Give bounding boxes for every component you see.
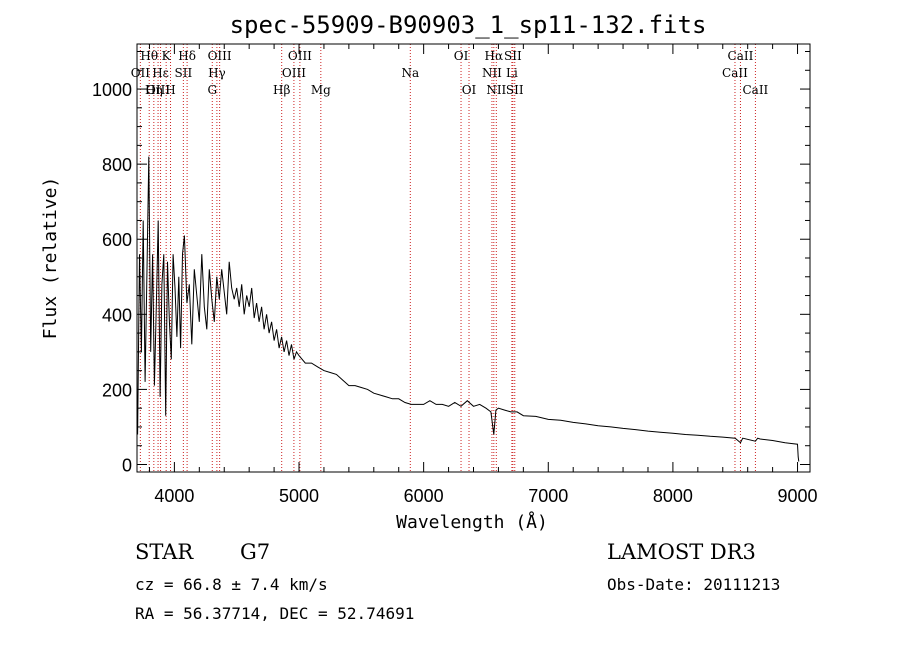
x-axis-label: Wavelength (Å)	[396, 511, 548, 533]
spectral-line-label: OIII	[146, 83, 170, 97]
object-class: STAR	[135, 540, 194, 564]
y-tick-label: 200	[102, 380, 132, 400]
spectral-line-label: K	[162, 49, 172, 63]
survey-name: LAMOST DR3	[607, 540, 756, 564]
x-tick-label: 4000	[154, 486, 194, 506]
x-tick-label: 9000	[778, 486, 818, 506]
y-axis-ticks: 0 200 400 600 800 1000	[92, 51, 810, 475]
spectral-line-label: Na	[401, 66, 419, 80]
observation-date: Obs-Date: 20111213	[607, 575, 780, 594]
spectrum-line	[137, 156, 800, 462]
spectral-line-label: OI	[462, 83, 477, 97]
y-tick-label: 600	[102, 230, 132, 250]
spectral-line-label: SII	[175, 66, 193, 80]
coordinates-info: RA = 56.37714, DEC = 52.74691	[135, 604, 414, 623]
y-tick-label: 800	[102, 155, 132, 175]
y-tick-label: 1000	[92, 80, 132, 100]
x-tick-label: 7000	[528, 486, 568, 506]
spectral-line-label: CaII	[742, 83, 768, 97]
spectral-line-label: CaII	[722, 66, 748, 80]
spectral-line-markers	[139, 44, 756, 472]
spectral-line-label: SII	[506, 83, 524, 97]
plot-frame	[136, 43, 811, 473]
spectral-line-label: CaII	[728, 49, 754, 63]
redshift-info: cz = 66.8 ± 7.4 km/s	[135, 575, 328, 594]
spectral-line-label: OIII	[208, 49, 232, 63]
spectral-line-label: G	[207, 83, 217, 97]
spectral-line-label: OII	[131, 66, 151, 80]
x-tick-label: 5000	[279, 486, 319, 506]
spectral-line-label: SII	[504, 49, 522, 63]
spectral-line-label: Li	[506, 66, 518, 80]
spectral-line-label: OI	[454, 49, 469, 63]
x-tick-label: 6000	[404, 486, 444, 506]
y-tick-label: 400	[102, 305, 132, 325]
spectral-line-label: Hθ	[140, 49, 158, 63]
spectral-line-label: Hη	[145, 83, 163, 97]
spectral-line-label: Hε	[152, 66, 169, 80]
spectral-line-label: NII	[486, 83, 506, 97]
spectral-line-label: Hβ	[273, 83, 290, 97]
x-tick-label: 8000	[653, 486, 693, 506]
spectral-line-label: Hα	[485, 49, 504, 63]
x-axis-ticks: 4000 5000 6000 7000 8000 9000	[148, 44, 818, 506]
spectral-line-label: OIII	[288, 49, 312, 63]
spectral-line-label: OIII	[282, 66, 306, 80]
chart-title: spec-55909-B90903_1_sp11-132.fits	[230, 11, 707, 39]
spectral-line-label: Mg	[311, 83, 331, 97]
spectral-line-label: NII	[482, 66, 502, 80]
y-tick-label: 0	[122, 455, 132, 475]
y-axis-label: Flux (relative)	[40, 177, 61, 340]
spectral-line-label: Hγ	[208, 66, 226, 80]
spectral-line-label: Hδ	[178, 49, 196, 63]
object-subclass: G7	[240, 540, 270, 564]
spectral-line-label: H	[165, 83, 175, 97]
